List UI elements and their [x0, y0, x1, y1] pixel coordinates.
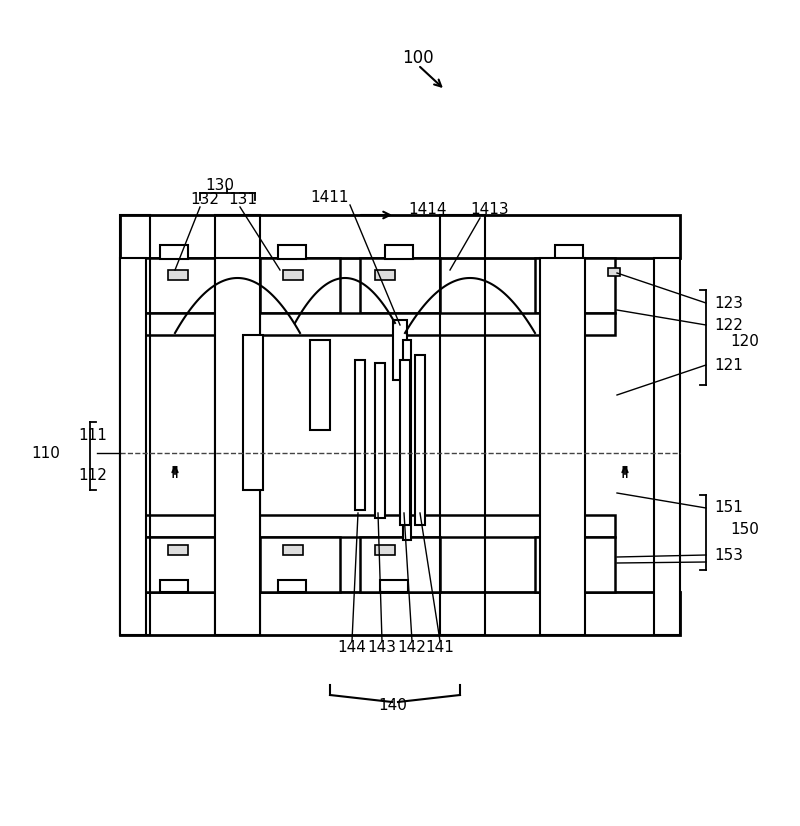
Bar: [375, 270, 395, 280]
Bar: [393, 320, 407, 380]
Bar: [375, 363, 385, 518]
Text: 130: 130: [206, 178, 234, 192]
Text: 123: 123: [714, 296, 743, 311]
Bar: [555, 580, 583, 592]
Bar: [654, 258, 680, 635]
Text: 112: 112: [78, 468, 107, 482]
Text: 1411: 1411: [310, 189, 350, 205]
Text: 100: 100: [402, 49, 434, 67]
Bar: [160, 245, 188, 259]
Bar: [400, 360, 410, 525]
Bar: [310, 340, 330, 430]
Text: 150: 150: [730, 523, 759, 538]
Bar: [260, 258, 340, 313]
Text: 144: 144: [338, 640, 366, 656]
Text: 142: 142: [398, 640, 426, 656]
Text: 131: 131: [229, 192, 258, 207]
Text: 141: 141: [426, 640, 454, 656]
Bar: [145, 313, 615, 335]
Bar: [540, 258, 585, 635]
Text: 111: 111: [78, 428, 107, 443]
Text: II: II: [170, 466, 179, 481]
Bar: [120, 215, 680, 258]
Bar: [145, 515, 615, 537]
Bar: [403, 340, 411, 540]
Bar: [215, 215, 260, 635]
Bar: [168, 270, 188, 280]
Text: 110: 110: [31, 445, 60, 461]
Text: 151: 151: [714, 501, 743, 515]
Bar: [440, 215, 485, 635]
Bar: [120, 592, 680, 635]
Text: 120: 120: [730, 335, 759, 349]
Bar: [385, 245, 413, 259]
Text: 121: 121: [714, 358, 743, 373]
Bar: [145, 258, 215, 313]
Bar: [278, 245, 306, 259]
Bar: [283, 545, 303, 555]
Bar: [160, 580, 188, 592]
Bar: [355, 360, 365, 510]
Bar: [380, 580, 408, 592]
Bar: [608, 268, 620, 276]
Text: 153: 153: [714, 548, 743, 563]
Bar: [168, 545, 188, 555]
Text: 122: 122: [714, 317, 743, 333]
Text: II: II: [621, 466, 630, 481]
Bar: [283, 270, 303, 280]
Text: 1413: 1413: [470, 202, 510, 217]
Text: 143: 143: [367, 640, 397, 656]
Bar: [260, 537, 340, 592]
Text: 1414: 1414: [409, 202, 447, 217]
Bar: [120, 215, 150, 635]
Bar: [535, 258, 615, 313]
Bar: [555, 245, 583, 259]
Bar: [215, 258, 260, 635]
Bar: [375, 545, 395, 555]
Bar: [145, 537, 215, 592]
Bar: [360, 258, 440, 313]
Text: 140: 140: [378, 697, 407, 713]
Bar: [360, 537, 440, 592]
Bar: [535, 537, 615, 592]
Bar: [278, 580, 306, 592]
Bar: [243, 335, 263, 490]
Bar: [415, 355, 425, 525]
Bar: [120, 258, 146, 635]
Text: 132: 132: [190, 192, 219, 207]
